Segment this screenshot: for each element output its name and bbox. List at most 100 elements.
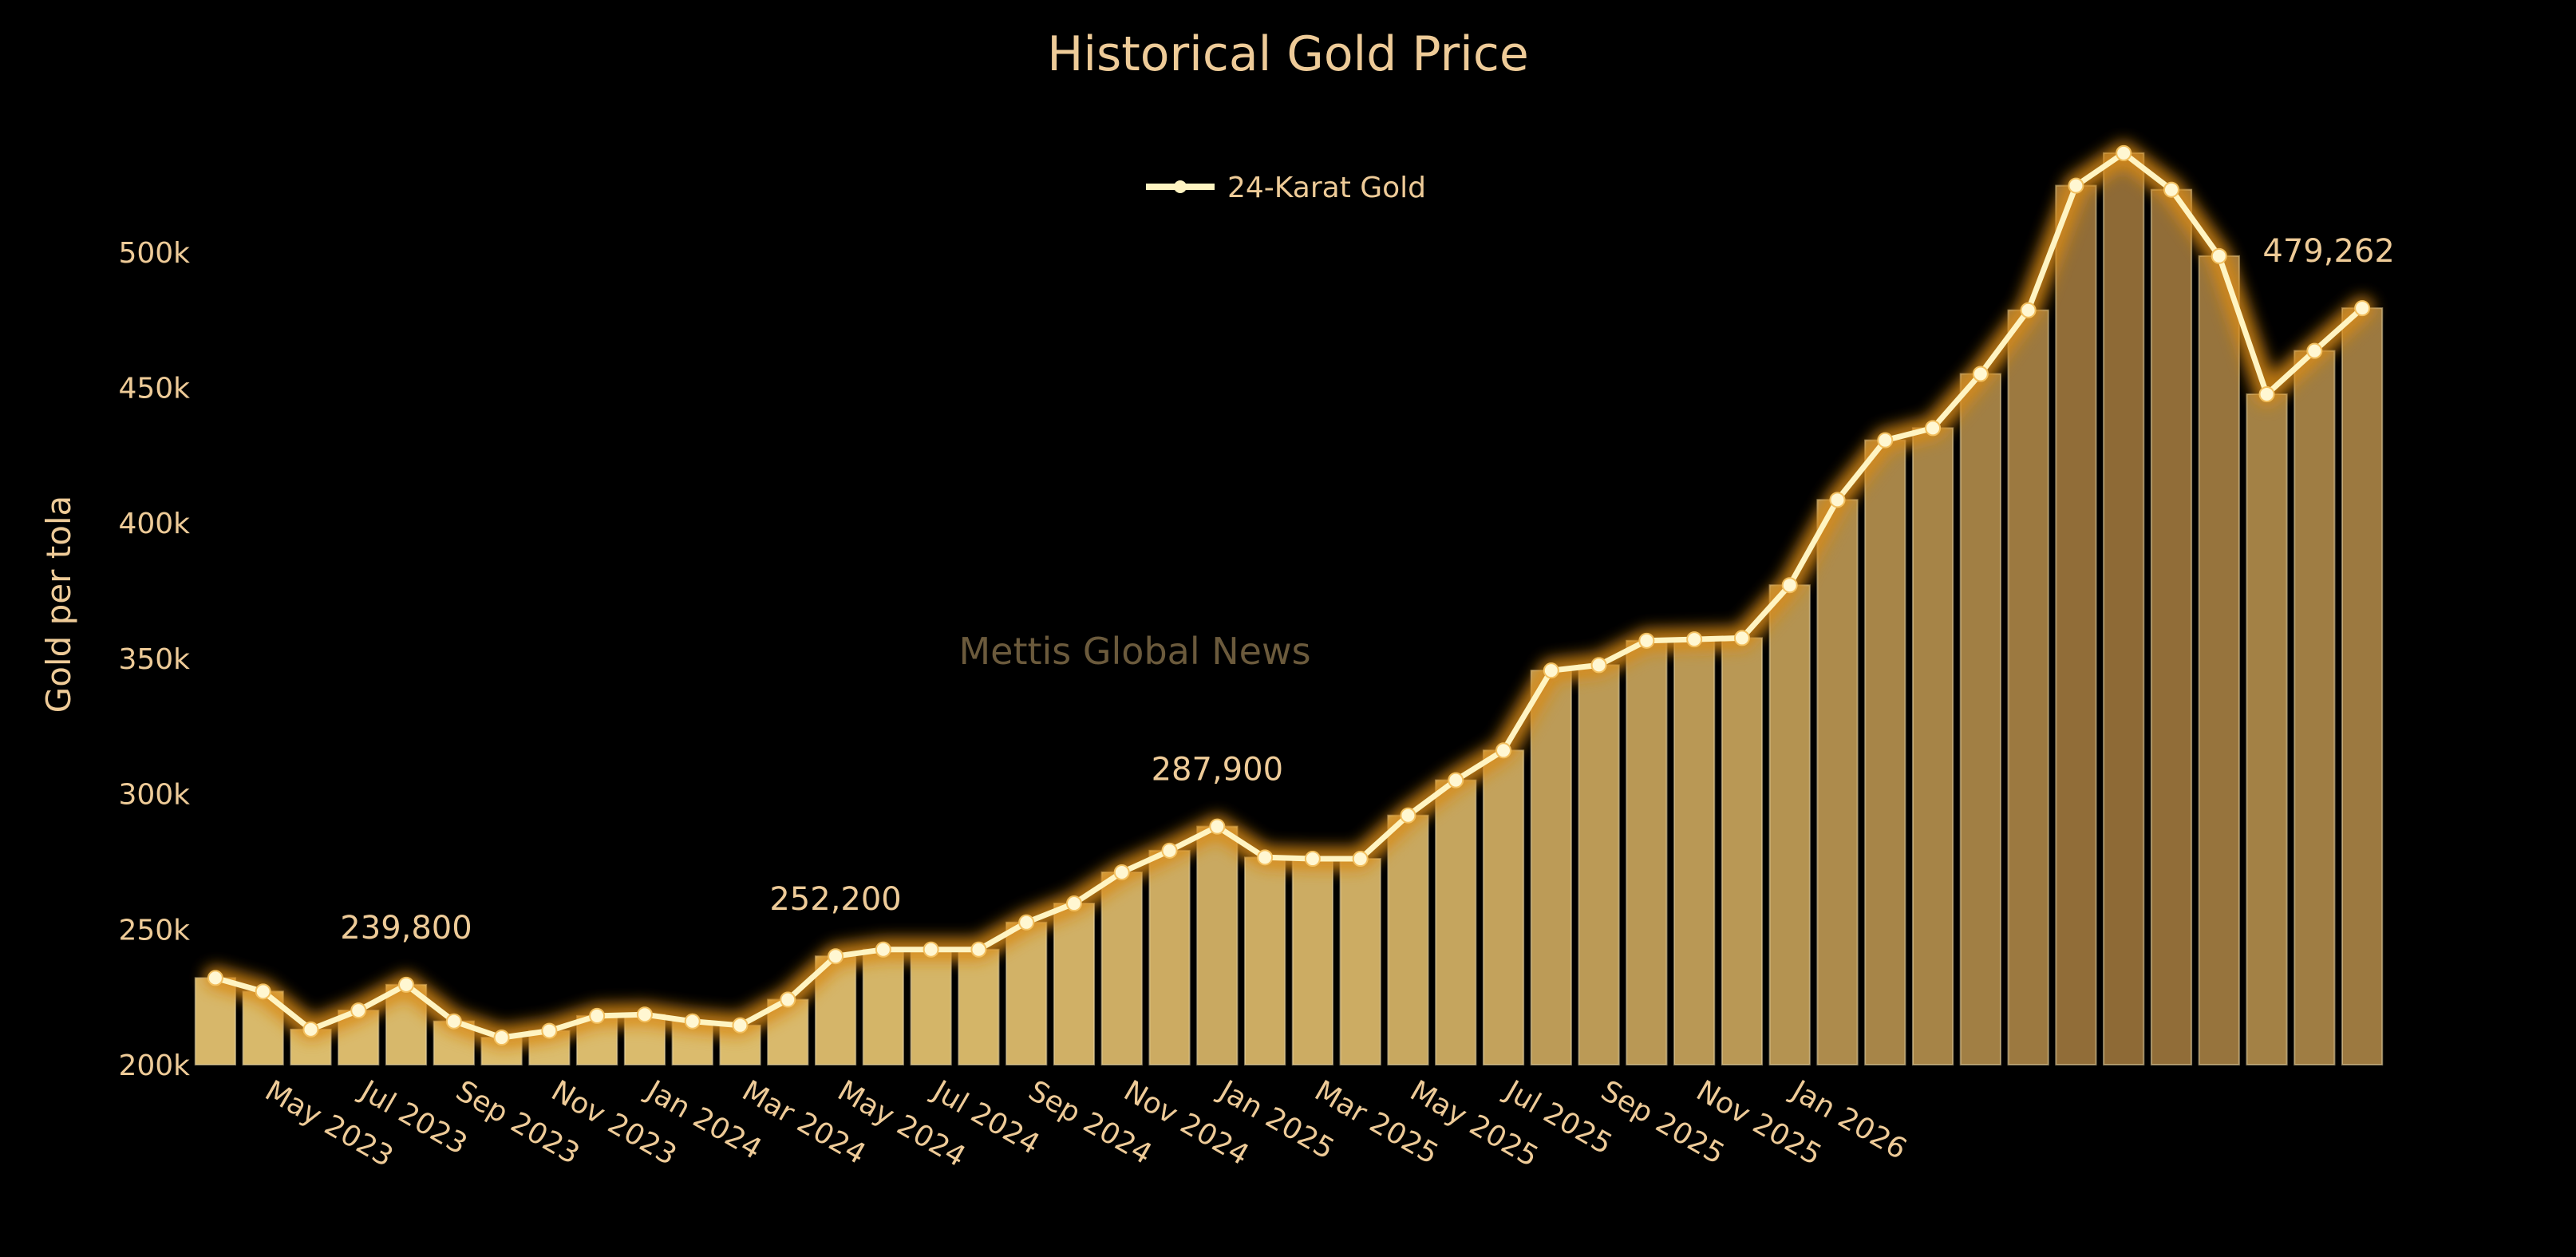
data-point: [2258, 385, 2275, 402]
bar: [2294, 350, 2336, 1065]
bar: [1482, 749, 1525, 1065]
bar: [1148, 849, 1191, 1066]
bar: [2055, 184, 2097, 1066]
data-point: [589, 1007, 606, 1024]
y-tick-label: 300k: [118, 779, 190, 812]
annotations: 239,800 252,200 287,900 479,262: [340, 233, 2395, 947]
data-point: [684, 1013, 701, 1030]
data-point: [2211, 247, 2227, 264]
data-point: [302, 1021, 319, 1038]
bar: [910, 948, 952, 1065]
series-line: [212, 150, 2365, 1041]
data-point: [1829, 492, 1846, 508]
data-point: [1972, 366, 1989, 382]
bar: [2007, 309, 2049, 1065]
bar: [2246, 393, 2288, 1065]
data-point: [2354, 300, 2371, 317]
bar: [1768, 584, 1811, 1065]
data-label: 287,900: [1152, 752, 1283, 789]
bar: [862, 948, 904, 1065]
data-point: [1113, 864, 1130, 881]
data-point: [1590, 657, 1607, 674]
data-point: [732, 1017, 749, 1034]
data-point: [2163, 181, 2179, 198]
chart-title: Historical Gold Price: [1047, 26, 1529, 82]
data-point: [1877, 432, 1894, 449]
bar: [2341, 307, 2384, 1065]
legend-marker: [1174, 180, 1187, 193]
data-point: [255, 983, 271, 1000]
bar: [2150, 188, 2193, 1066]
bar: [1673, 638, 1716, 1065]
bar: [958, 948, 1000, 1065]
bar: [2103, 152, 2145, 1066]
bar: [1911, 427, 1954, 1065]
data-point: [1352, 851, 1369, 868]
bar: [1006, 921, 1048, 1066]
data-point: [923, 941, 939, 958]
data-point: [1018, 914, 1035, 931]
bar: [1435, 779, 1477, 1066]
data-point: [350, 1002, 367, 1019]
bar: [1721, 637, 1764, 1065]
bar: [1339, 858, 1381, 1066]
series-points: [207, 144, 2371, 1046]
bar: [1196, 825, 1239, 1066]
data-point: [828, 948, 844, 965]
data-point: [1065, 895, 1082, 912]
bar: [2198, 255, 2240, 1065]
bar: [1959, 373, 2001, 1065]
bar: [1053, 903, 1096, 1066]
data-point: [445, 1013, 462, 1030]
data-point: [1638, 632, 1655, 649]
data-point: [398, 976, 415, 993]
data-point: [1448, 772, 1464, 789]
legend: 24-Karat Gold: [1146, 172, 1426, 204]
data-point: [2020, 302, 2037, 318]
data-point: [1781, 577, 1798, 594]
data-point: [1495, 742, 1512, 759]
bar: [1530, 670, 1572, 1065]
bar: [1387, 814, 1429, 1065]
data-point: [1686, 631, 1703, 648]
data-point: [1925, 420, 1942, 437]
data-point: [541, 1022, 558, 1039]
data-point: [1257, 849, 1274, 866]
data-point: [2116, 144, 2132, 161]
data-point: [1400, 807, 1416, 824]
data-point: [1733, 630, 1750, 646]
data-point: [207, 970, 223, 986]
y-tick-label: 250k: [118, 914, 190, 947]
y-tick-label: 400k: [118, 508, 190, 540]
y-tick-label: 350k: [118, 643, 190, 676]
data-label: 239,800: [340, 910, 472, 947]
y-axis-ticks: 200k 250k 300k 350k 400k 450k 500k: [118, 237, 190, 1082]
bar: [1864, 439, 1906, 1065]
data-label: 252,200: [769, 881, 901, 918]
watermark: Mettis Global News: [958, 630, 1310, 673]
data-point: [970, 941, 987, 958]
data-point: [780, 991, 796, 1008]
data-point: [2306, 342, 2323, 359]
y-tick-label: 500k: [118, 237, 190, 270]
bar: [1244, 856, 1286, 1065]
data-point: [875, 941, 891, 958]
bar: [1816, 499, 1859, 1065]
data-point: [1543, 662, 1559, 679]
data-point: [1304, 851, 1321, 868]
data-point: [636, 1006, 653, 1023]
y-tick-label: 450k: [118, 372, 190, 405]
data-label: 479,262: [2262, 233, 2394, 270]
y-axis-label: Gold per tola: [39, 496, 78, 713]
y-tick-label: 200k: [118, 1049, 190, 1082]
bars: [194, 152, 2384, 1066]
data-point: [2068, 177, 2084, 194]
legend-label: 24-Karat Gold: [1227, 172, 1426, 204]
data-point: [1209, 818, 1226, 835]
bar: [1578, 664, 1620, 1066]
bar: [1100, 872, 1143, 1066]
bar: [1626, 639, 1668, 1065]
data-point: [1161, 842, 1178, 859]
